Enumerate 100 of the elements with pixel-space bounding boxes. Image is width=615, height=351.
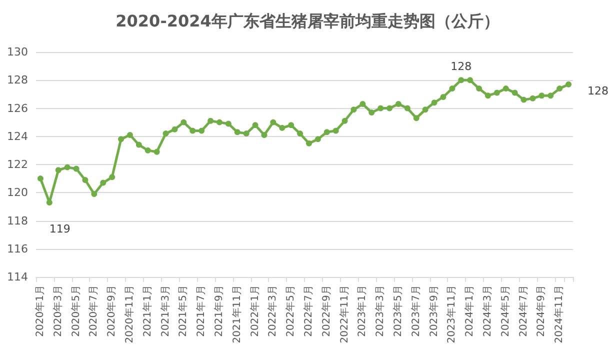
point: [225, 120, 232, 127]
y-tick-label: 116: [7, 242, 28, 256]
point: [270, 119, 276, 126]
y-tick-label: 128: [7, 74, 28, 87]
point: [324, 129, 330, 136]
point: [154, 148, 160, 155]
point: [350, 106, 357, 113]
point: [91, 191, 98, 198]
x-tick-label: 2020年11月: [123, 285, 136, 344]
point: [512, 90, 518, 96]
x-tick-label: 2021年5月: [177, 285, 190, 337]
point: [494, 90, 500, 96]
point: [548, 92, 554, 99]
point: [216, 119, 222, 126]
point: [484, 92, 491, 99]
point: [118, 136, 124, 142]
point: [243, 130, 250, 137]
point: [208, 118, 214, 124]
point: [556, 86, 563, 92]
y-tick-label: 124: [7, 130, 28, 143]
point: [279, 124, 286, 131]
y-tick-label: 118: [7, 214, 28, 228]
y-tick-label: 120: [7, 186, 28, 200]
point: [476, 86, 482, 92]
point: [144, 147, 151, 154]
point: [314, 136, 321, 142]
x-tick-label: 2023年7月: [410, 285, 422, 337]
chart-title: 2020-2024年广东省生猪屠宰前均重走势图（公斤）: [116, 12, 500, 30]
point: [109, 174, 116, 180]
point: [180, 119, 187, 126]
point: [413, 115, 420, 122]
point: [37, 176, 44, 182]
point: [126, 132, 133, 138]
x-tick-label: 2022年5月: [284, 285, 297, 337]
point: [252, 122, 258, 128]
x-tick-label: 2024年9月: [535, 285, 548, 337]
x-tick-label: 2021年11月: [230, 285, 243, 344]
x-tick-label: 2021年7月: [195, 285, 208, 337]
x-tick-label: 2021年9月: [212, 285, 225, 337]
point: [190, 128, 196, 134]
point: [449, 86, 456, 92]
y-tick-label: 130: [7, 46, 28, 58]
y-tick-label: 126: [7, 102, 28, 115]
x-tick-label: 2020年7月: [88, 285, 100, 337]
x-tick-label: 2024年11月: [553, 285, 566, 344]
point: [458, 77, 464, 84]
x-tick-label: 2022年1月: [248, 285, 261, 337]
x-tick-label: 2024年3月: [481, 285, 494, 337]
point: [440, 94, 446, 100]
x-tick-label: 2024年1月: [464, 285, 476, 337]
point: [198, 128, 205, 134]
y-tick-label: 114: [7, 270, 28, 284]
x-tick-label: 2022年3月: [266, 285, 279, 337]
x-tick-label: 2021年1月: [141, 285, 154, 337]
x-tick-label: 2024年5月: [499, 285, 512, 337]
x-tick-label: 2020年9月: [106, 285, 118, 337]
point: [395, 101, 402, 108]
point: [386, 105, 393, 112]
point: [378, 105, 384, 112]
point: [368, 109, 375, 116]
point: [566, 81, 572, 88]
x-tick-label: 2020年5月: [70, 285, 82, 337]
x-tick-label: 2022年11月: [338, 285, 350, 344]
point: [404, 105, 410, 112]
x-tick-label: 2024年7月: [517, 285, 530, 337]
x-tick-label: 2021年3月: [159, 285, 172, 337]
point: [431, 100, 438, 106]
x-tick-label: 2023年1月: [356, 285, 368, 337]
point: [332, 128, 339, 134]
data-label: 119: [49, 222, 70, 236]
point: [55, 167, 62, 174]
point: [288, 122, 294, 128]
point: [136, 142, 142, 148]
point: [172, 126, 178, 132]
point: [73, 166, 80, 172]
point: [162, 130, 169, 137]
x-tick-label: 2023年5月: [392, 285, 404, 337]
x-tick-label: 2022年9月: [320, 285, 332, 337]
data-label: 128: [588, 84, 609, 98]
x-tick-label: 2020年1月: [34, 285, 46, 337]
data-label: 128: [450, 60, 472, 74]
point: [422, 106, 428, 113]
point: [360, 101, 366, 108]
point: [64, 164, 70, 170]
point: [261, 132, 268, 138]
point: [234, 129, 240, 136]
x-tick-label: 2023年3月: [374, 285, 386, 337]
x-tick-label: 2023年9月: [428, 285, 440, 337]
y-tick-label: 122: [7, 158, 28, 171]
point: [530, 95, 536, 102]
x-tick-label: 2022年7月: [302, 285, 314, 337]
point: [100, 180, 106, 186]
point: [538, 92, 545, 99]
point: [297, 130, 304, 137]
point: [306, 140, 312, 146]
point: [82, 176, 88, 183]
point: [342, 118, 348, 124]
x-tick-label: 2020年3月: [52, 285, 64, 337]
x-tick-label: 2023年11月: [446, 285, 458, 344]
point: [502, 86, 509, 92]
